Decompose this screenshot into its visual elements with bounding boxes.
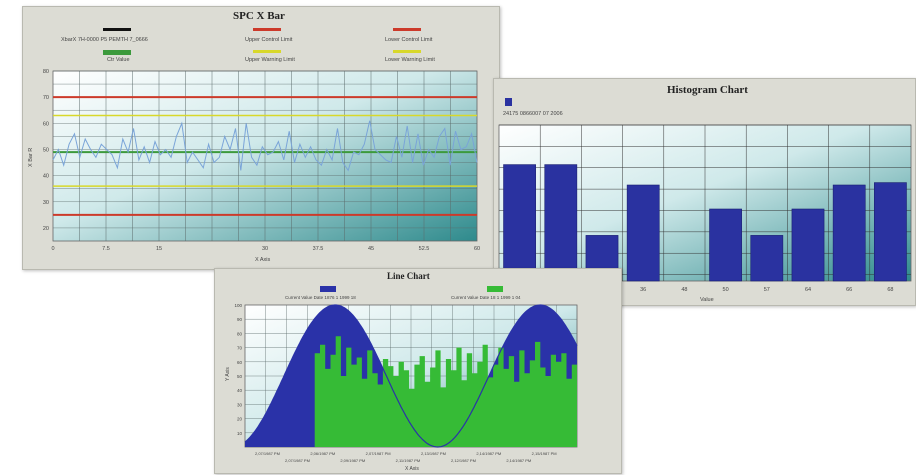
histogram-x-tick-label: 68 (887, 287, 893, 293)
spc-y-ticks: 20 30 40 50 60 70 80 (43, 69, 49, 232)
legend-swatch-upper-control (253, 28, 281, 31)
legend-swatch-lower-warning (393, 50, 421, 53)
line-y-tick-label: 30 (237, 402, 243, 407)
spc-y-tick-label: 40 (43, 174, 49, 180)
histogram-x-tick-label: 57 (764, 287, 770, 293)
line-x-tick-label: 2,12/1987 PM (451, 458, 476, 463)
spc-grid (53, 70, 477, 241)
line-x-tick-label: 2,13/1987 PM (421, 451, 446, 456)
legend-label-upper-control: Upper Control Limit (245, 37, 293, 43)
spc-y-tick-label: 70 (43, 95, 49, 101)
histogram-bar (544, 164, 578, 282)
histogram-legend-label: 24175 0866007 07 2006 (503, 111, 563, 117)
line-y-tick-label: 60 (237, 360, 243, 365)
line-x-tick-label: 2,06/1987 PM (310, 451, 335, 456)
spc-x-axis-label: X Axis (255, 257, 271, 263)
histogram-x-tick-label: 64 (805, 287, 811, 293)
spc-x-tick-label: 60 (474, 246, 480, 252)
histogram-bar (626, 184, 660, 282)
line-x-tick-label: 2,14/1987 PM (506, 458, 531, 463)
line-chart-panel: Line Chart Current Value Date 1876 1 199… (214, 268, 622, 474)
spc-y-tick-label: 30 (43, 200, 49, 206)
histogram-chart-title: Histogram Chart (667, 84, 748, 96)
legend-label-upper-warning: Upper Warning Limit (245, 57, 295, 63)
line-y-tick-label: 40 (237, 388, 243, 393)
line-y-tick-label: 100 (234, 303, 242, 308)
line-legend-label-b: Current Value Date 18 1 1999 1 04 (451, 295, 521, 300)
spc-chart-title: SPC X Bar (233, 10, 285, 22)
spc-x-tick-label: 7.5 (102, 246, 110, 252)
line-x-tick-label: 2,07/1987 PM (285, 458, 310, 463)
line-legend-label-a: Current Value Date 1876 1 1999 18 (285, 295, 356, 300)
legend-label-center: Ctr Value (107, 57, 130, 63)
line-y-tick-label: 90 (237, 317, 243, 322)
histogram-x-axis-label: Value (700, 297, 714, 303)
line-y-tick-label: 70 (237, 346, 243, 351)
histogram-bar (750, 235, 784, 282)
line-y-tick-label: 50 (237, 374, 243, 379)
spc-series-line (52, 120, 478, 172)
legend-label-lower-control: Lower Control Limit (385, 37, 433, 43)
spc-y-axis-label: X Bar R (28, 148, 34, 167)
spc-y-tick-label: 80 (43, 69, 49, 75)
histogram-bar (874, 182, 907, 282)
histogram-x-tick-label: 66 (846, 287, 852, 293)
line-legend-swatch-a (320, 286, 336, 292)
line-x-tick-label: 2,15/1987 PM (532, 451, 557, 456)
spc-x-tick-label: 0 (51, 246, 54, 252)
line-y-tick-label: 10 (237, 431, 243, 436)
line-y-tick-label: 20 (237, 417, 243, 422)
line-y-tick-label: 80 (237, 331, 243, 336)
line-chart-title: Line Chart (387, 271, 430, 281)
line-series-blue-edge (244, 304, 578, 448)
histogram-bar (503, 164, 536, 282)
histogram-x-ticks: 36 48 50 57 64 66 68 (640, 287, 893, 293)
spc-y-tick-label: 20 (43, 226, 49, 232)
line-x-tick-label: 2,14/1987 PM (476, 451, 501, 456)
spc-plot: 20 30 40 50 60 70 80 0 7.5 15 30 37.5 45 52.5 60 X Ba… (28, 69, 480, 263)
spc-x-ticks: 0 7.5 15 30 37.5 45 52.5 60 (51, 246, 480, 252)
histogram-x-tick-label: 36 (640, 287, 646, 293)
histogram-legend-swatch (505, 98, 512, 106)
histogram-x-tick-label: 50 (723, 287, 729, 293)
spc-x-tick-label: 30 (262, 246, 268, 252)
spc-y-tick-label: 60 (43, 121, 49, 127)
line-x-tick-label: 2,09/1987 PM (340, 458, 365, 463)
line-y-ticks: 10 20 30 40 50 60 70 80 90 100 (234, 303, 242, 436)
legend-swatch-sample (103, 28, 131, 31)
legend-swatch-center (103, 50, 131, 55)
line-x-axis-label: X Axis (405, 466, 419, 472)
histogram-bar (791, 208, 825, 282)
line-series-green-area (314, 336, 577, 447)
spc-x-tick-label: 52.5 (419, 246, 430, 252)
line-y-axis-label: Y Axis (225, 367, 231, 381)
legend-swatch-upper-warning (253, 50, 281, 53)
histogram-x-tick-label: 48 (681, 287, 687, 293)
legend-swatch-lower-control (393, 28, 421, 31)
spc-x-tick-label: 45 (368, 246, 374, 252)
histogram-bar (832, 184, 866, 282)
line-legend-swatch-b (487, 286, 503, 292)
spc-x-tick-label: 37.5 (313, 246, 324, 252)
spc-y-tick-label: 50 (43, 147, 49, 153)
line-x-tick-label: 2,07/1987 PM (366, 451, 391, 456)
line-x-tick-label: 2,07/1987 PM (255, 451, 280, 456)
legend-label-sample: XbarX 7H-0000 P5 PEMTH 7_0666 (61, 37, 148, 43)
spc-limit-lines (53, 96, 477, 216)
line-x-tick-label: 2,11/1987 PM (396, 458, 421, 463)
legend-label-lower-warning: Lower Warning Limit (385, 57, 435, 63)
histogram-bar (709, 208, 742, 282)
spc-x-tick-label: 15 (156, 246, 162, 252)
line-x-ticks: 2,07/1987 PM 2,06/1987 PM 2,07/1987 PM 2,13… (255, 451, 557, 463)
spc-chart-panel: SPC X Bar XbarX 7H-0000 P5 PEMTH 7_0666 … (22, 6, 500, 270)
